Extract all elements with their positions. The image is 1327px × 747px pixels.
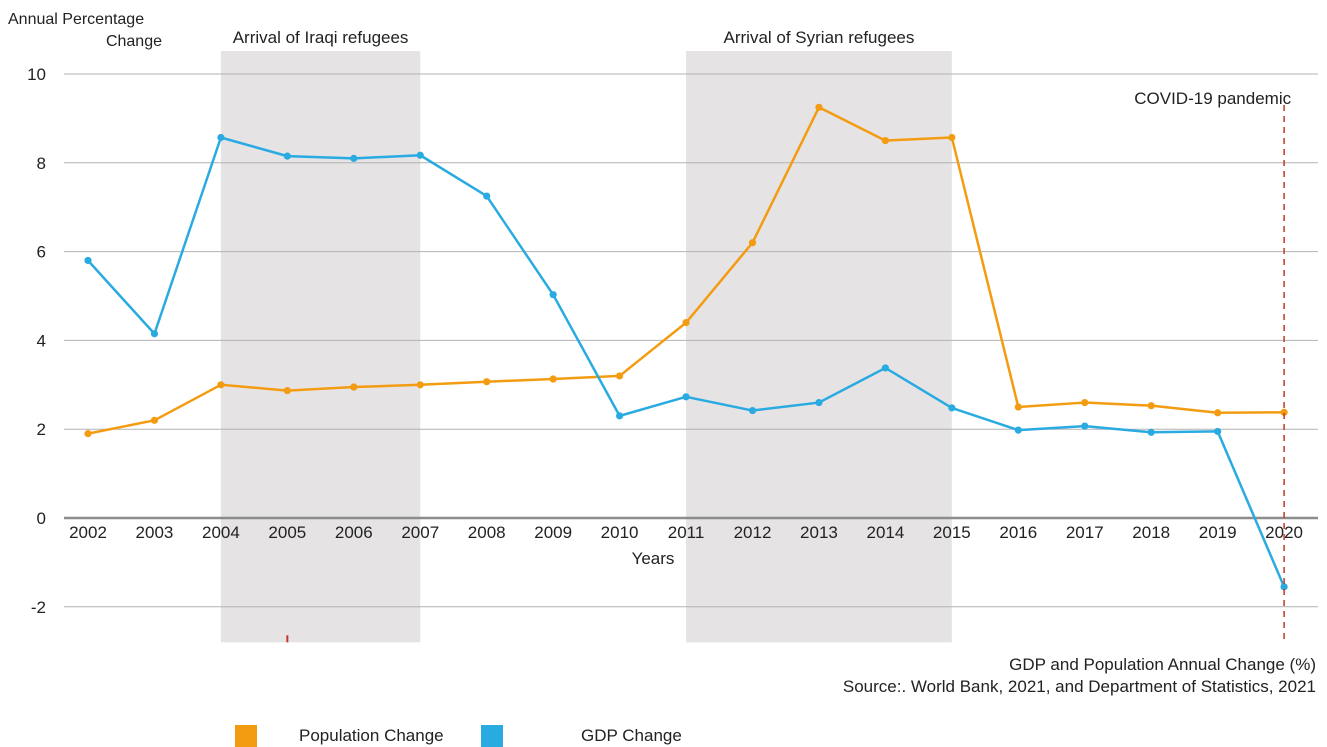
grid-lines [64,73,1318,608]
x-tick-labels: 2002 2003 2004 2005 2006 2007 2008 2009 2010 2011… [69,523,1303,542]
data-point-population-change [616,372,624,380]
shaded-periods [220,51,952,643]
data-point-population-change [682,319,690,327]
x-tick-label: 2009 [534,523,572,542]
x-tick-label: 2019 [1199,523,1237,542]
data-point-gdp-change [1014,426,1022,434]
legend-label-gdp: GDP Change [581,726,682,745]
data-point-gdp-change [682,393,690,401]
x-tick-label: 2013 [800,523,838,542]
data-point-gdp-change [549,291,557,299]
y-tick-label: 2 [37,420,46,439]
legend-swatch-population [235,725,257,747]
data-point-population-change [948,133,956,142]
x-tick-label: 2006 [335,523,373,542]
data-point-gdp-change [350,154,358,162]
data-point-gdp-change [815,398,823,407]
x-tick-label: 2005 [268,523,306,542]
data-point-gdp-change [283,152,291,160]
data-point-population-change [84,430,92,438]
data-point-gdp-change [217,133,225,142]
data-point-gdp-change [84,256,92,265]
caption-title: GDP and Population Annual Change (%) [1009,655,1316,674]
data-point-population-change [549,375,557,383]
shaded-period-label-2: Arrival of Syrian refugees [724,28,915,47]
x-tick-label: 2020 [1265,523,1303,542]
x-tick-label: 2012 [734,523,772,542]
y-tick-labels: 10 8 6 4 2 0 -2 [27,65,46,617]
legend-label-population: Population Change [299,726,444,745]
x-tick-label: 2002 [69,523,107,542]
data-point-population-change [416,381,424,389]
shaded-period-1 [220,51,421,643]
data-point-gdp-change [748,406,757,415]
shaded-period-2 [686,51,952,643]
data-point-population-change [881,137,890,145]
y-tick-label: 8 [37,154,46,173]
data-point-population-change [283,386,291,395]
legend-swatch-gdp [481,725,503,747]
data-point-population-change [1014,403,1022,411]
y-axis-label-line2: Change [106,33,162,50]
y-tick-label: 10 [27,65,46,84]
data-point-population-change [1081,398,1089,407]
caption-source: Source:. World Bank, 2021, and Departmen… [843,677,1316,696]
data-point-gdp-change [150,330,159,338]
data-point-population-change [217,381,225,389]
data-point-population-change [483,378,491,386]
y-tick-label: -2 [31,598,46,617]
data-point-gdp-change [1280,583,1288,591]
shaded-period-label-1: Arrival of Iraqi refugees [233,28,409,47]
annotations: Arrival of Iraqi refugees Arrival of Syri… [233,28,1292,643]
x-tick-label: 2004 [202,523,240,542]
data-point-gdp-change [1081,422,1089,430]
x-tick-label: 2018 [1132,523,1170,542]
x-tick-label: 2003 [136,523,174,542]
event-marker-label: COVID-19 pandemic [1134,89,1291,108]
x-tick-label: 2017 [1066,523,1104,542]
data-point-population-change [1214,409,1222,417]
x-tick-label: 2014 [866,523,904,542]
y-tick-label: 6 [37,243,46,262]
data-point-population-change [748,239,757,247]
x-tick-label: 2015 [933,523,971,542]
data-point-gdp-change [1147,428,1155,436]
x-tick-label: 2011 [668,523,705,542]
x-tick-label: 2010 [601,523,639,542]
y-axis-label-line1: Annual Percentage [8,11,144,28]
data-point-gdp-change [416,151,424,159]
data-point-gdp-change [483,192,491,200]
data-point-population-change [350,383,358,391]
data-point-gdp-change [948,404,956,412]
series-group [84,103,1288,591]
x-tick-label: 2007 [401,523,439,542]
data-point-population-change [815,103,823,111]
data-point-population-change [150,416,159,424]
data-point-gdp-change [881,364,890,372]
x-axis-label: Years [632,549,675,568]
data-point-gdp-change [616,412,624,420]
y-tick-label: 0 [37,509,46,528]
data-point-gdp-change [1214,427,1222,436]
data-point-population-change [1147,402,1155,410]
x-tick-label: 2016 [999,523,1037,542]
y-tick-label: 4 [37,331,46,350]
x-tick-label: 2008 [468,523,506,542]
data-point-population-change [1280,408,1288,416]
